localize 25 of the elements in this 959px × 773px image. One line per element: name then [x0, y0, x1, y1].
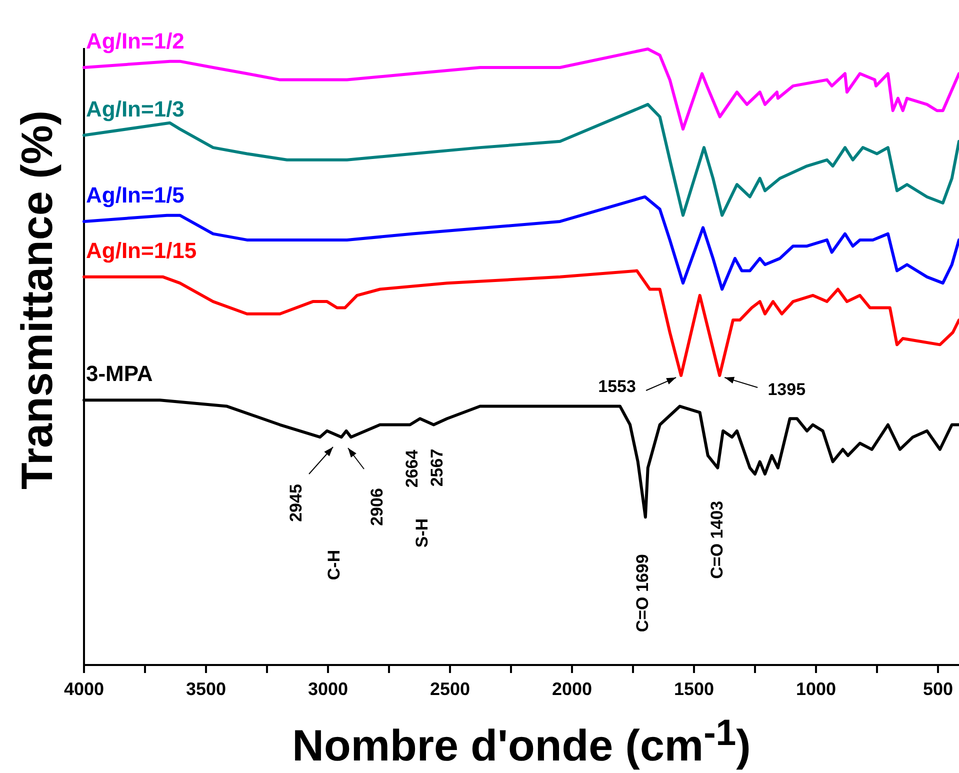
x-tick-label: 2000: [552, 678, 592, 699]
series-label: Ag/In=1/3: [86, 96, 184, 122]
x-tick-label: 3000: [308, 678, 348, 699]
annotation: C=O 1403: [707, 500, 726, 579]
series-label: 3-MPA: [86, 361, 153, 386]
series-label: Ag/In=1/5: [86, 182, 184, 208]
x-axis-title: Nombre d'onde (cm$^{-1}$): [291, 712, 752, 772]
x-tick-label: 1500: [674, 678, 714, 699]
annotation: C=O 1699: [633, 554, 652, 632]
x-tick-label: 2500: [430, 678, 470, 699]
series-label: Ag/In=1/2: [86, 28, 184, 54]
x-tick-label: 1000: [796, 678, 836, 699]
annotation: 2664: [402, 449, 422, 488]
x-tick-label: 4000: [64, 678, 104, 699]
x-tick-label: 3500: [186, 678, 226, 699]
x-tick-label: 500: [922, 678, 954, 699]
annotation: 1553: [598, 377, 636, 396]
series-label: Ag/In=1/15: [86, 238, 197, 263]
y-axis-title: Transmittance (%): [13, 110, 63, 490]
annotation: 2906: [368, 488, 387, 526]
annotation: 1395: [768, 380, 806, 400]
annotation: S-H: [412, 518, 432, 548]
annotation: 2567: [427, 448, 446, 487]
annotation: C-H: [324, 550, 344, 580]
annotation: 2945: [286, 484, 306, 522]
